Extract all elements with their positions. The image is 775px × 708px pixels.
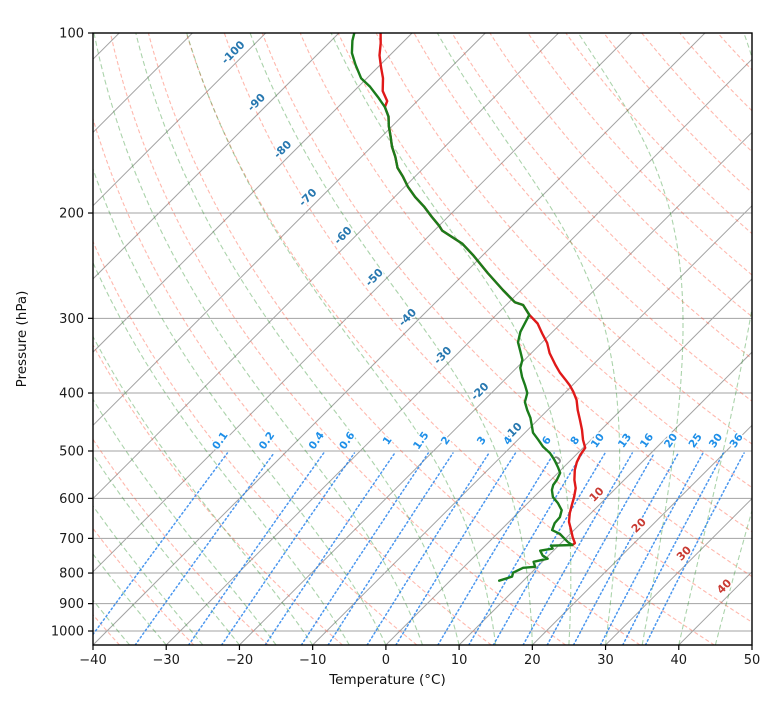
y-tick-label: 100 bbox=[59, 27, 84, 42]
y-tick-label: 800 bbox=[59, 567, 84, 582]
x-tick-label: −30 bbox=[153, 653, 180, 668]
y-tick-label: 600 bbox=[59, 492, 84, 507]
y-axis-label-text: Pressure (hPa) bbox=[14, 290, 30, 388]
plot-frame bbox=[92, 32, 753, 646]
y-tick-label: 500 bbox=[59, 444, 84, 459]
x-axis-ticks: −40 −30 −20 −10 0 10 20 30 40 50 bbox=[79, 645, 760, 668]
pressure-gridlines bbox=[93, 33, 752, 632]
x-tick-label: 40 bbox=[671, 653, 688, 668]
dry-adiabats bbox=[93, 33, 752, 645]
isotherm-lines bbox=[93, 33, 752, 645]
dewpoint-line bbox=[350, 33, 574, 582]
x-axis-label: Temperature (°C) bbox=[329, 672, 446, 688]
x-tick-label: −10 bbox=[299, 653, 326, 668]
mixing-ratio-lines bbox=[93, 452, 745, 645]
y-tick-label: 700 bbox=[59, 532, 84, 547]
x-tick-label: −20 bbox=[226, 653, 253, 668]
y-tick-label: 900 bbox=[59, 597, 84, 612]
y-tick-label: 200 bbox=[59, 207, 84, 222]
x-tick-label: −40 bbox=[79, 653, 106, 668]
x-tick-label: 30 bbox=[597, 653, 614, 668]
moist-adiabats bbox=[93, 33, 752, 645]
x-tick-label: 50 bbox=[744, 653, 761, 668]
y-tick-label: 300 bbox=[59, 312, 84, 327]
y-tick-label: 400 bbox=[59, 387, 84, 402]
x-tick-label: 10 bbox=[451, 653, 468, 668]
y-axis-ticks: 100 200 300 400 500 600 700 800 900 1000 bbox=[51, 27, 93, 640]
x-tick-label: 20 bbox=[524, 653, 541, 668]
y-tick-label: 1000 bbox=[51, 625, 84, 640]
x-tick-label: 0 bbox=[382, 653, 390, 668]
